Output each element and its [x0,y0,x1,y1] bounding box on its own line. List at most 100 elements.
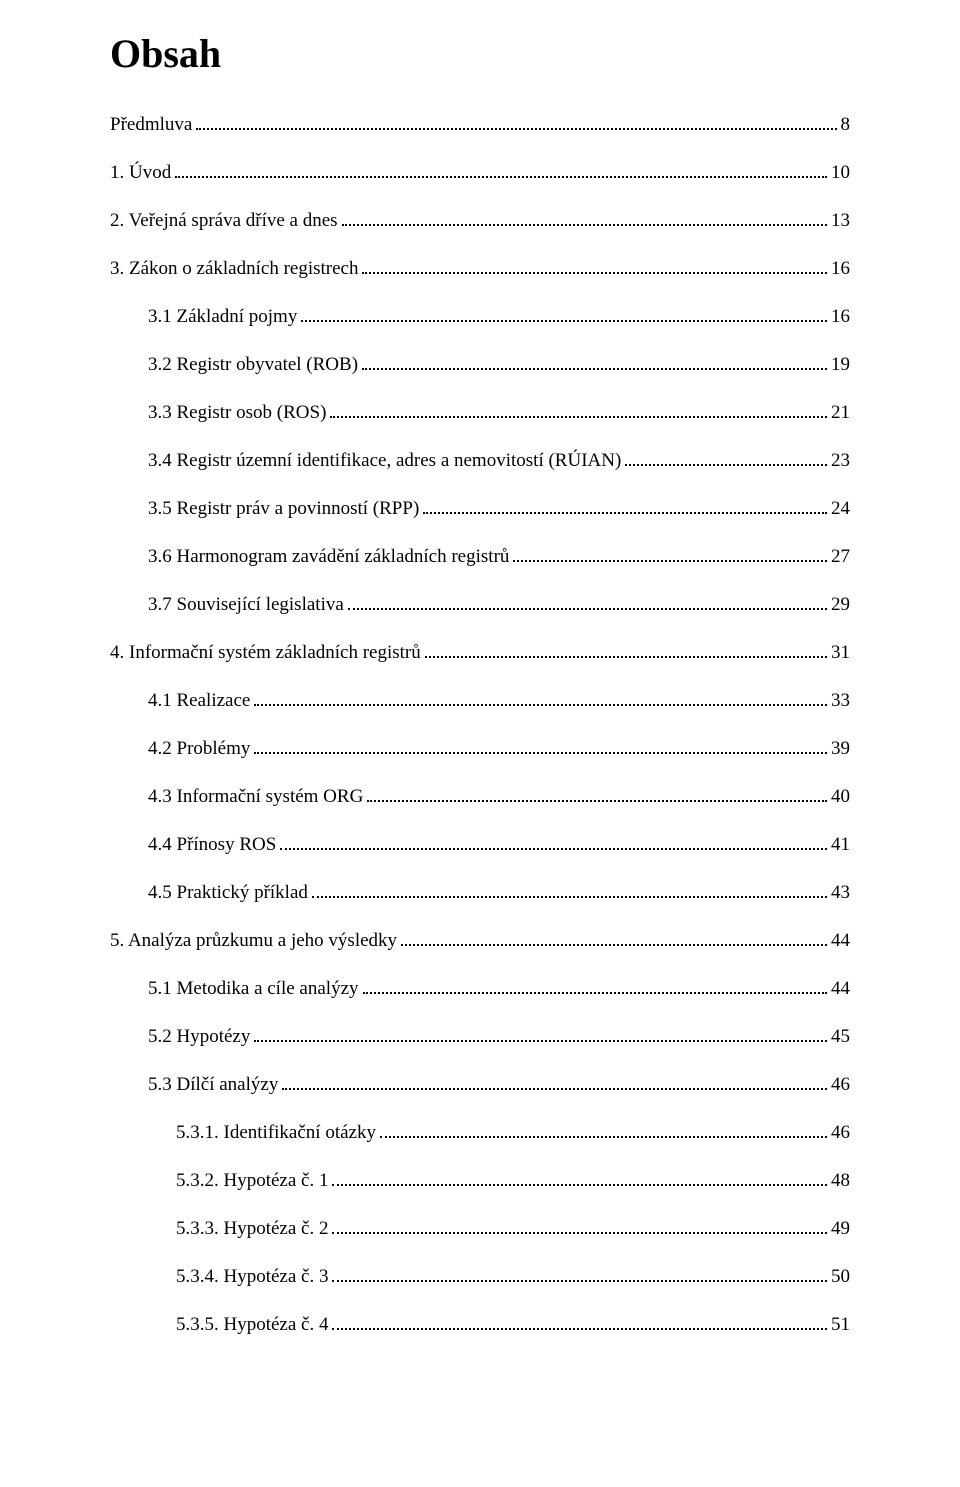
toc-entry: 4.5 Praktický příklad 43 [110,883,850,902]
toc-entry-page: 45 [831,1027,850,1046]
toc-entry-page: 43 [831,883,850,902]
toc-entry: 3. Zákon o základních registrech 16 [110,259,850,278]
toc-leader-dots [332,1280,827,1282]
toc-entry: 5.3.1. Identifikační otázky 46 [110,1123,850,1142]
toc-entry-page: 46 [831,1075,850,1094]
toc-entry-page: 40 [831,787,850,806]
toc-leader-dots [301,320,827,322]
toc-entry: 1. Úvod 10 [110,163,850,182]
toc-entry-label: 3.5 Registr práv a povinností (RPP) [148,499,419,518]
toc-entry-page: 10 [831,163,850,182]
toc-entry-label: 5.3.4. Hypotéza č. 3 [176,1267,328,1286]
toc-entry-page: 49 [831,1219,850,1238]
toc-entry: 5.3.3. Hypotéza č. 2 49 [110,1219,850,1238]
toc-leader-dots [423,512,827,514]
toc-entry-page: 33 [831,691,850,710]
toc-entry-page: 29 [831,595,850,614]
toc-entry-label: 3.3 Registr osob (ROS) [148,403,326,422]
toc-leader-dots [175,176,827,178]
toc-leader-dots [330,416,827,418]
toc-entry-label: 1. Úvod [110,163,171,182]
toc-entry-page: 51 [831,1315,850,1334]
toc-entry: 5. Analýza průzkumu a jeho výsledky44 [110,931,850,950]
toc-leader-dots [348,608,827,610]
toc-entry-page: 13 [831,211,850,230]
toc-entry-page: 24 [831,499,850,518]
toc-entry: 3.3 Registr osob (ROS) 21 [110,403,850,422]
toc-leader-dots [625,464,827,466]
toc-entry-page: 44 [831,979,850,998]
toc-leader-dots [332,1184,827,1186]
toc-entry: 4.2 Problémy 39 [110,739,850,758]
toc-entry-page: 50 [831,1267,850,1286]
toc-entry: 3.5 Registr práv a povinností (RPP) 24 [110,499,850,518]
toc-entry-label: 3. Zákon o základních registrech [110,259,358,278]
toc-entry-label: 5.3.3. Hypotéza č. 2 [176,1219,328,1238]
toc-entry-label: 5.3.2. Hypotéza č. 1 [176,1171,328,1190]
toc-entry-label: 3.6 Harmonogram zavádění základních regi… [148,547,509,566]
toc-entry: 4. Informační systém základních registrů… [110,643,850,662]
toc-entry-page: 23 [831,451,850,470]
toc-entry: 4.3 Informační systém ORG 40 [110,787,850,806]
toc-entry-label: 2. Veřejná správa dříve a dnes [110,211,338,230]
toc-entry-label: 4.4 Přínosy ROS [148,835,276,854]
toc-entry-page: 27 [831,547,850,566]
toc-entry-page: 41 [831,835,850,854]
toc-entry-page: 19 [831,355,850,374]
toc-leader-dots [425,656,827,658]
toc-leader-dots [254,1040,827,1042]
toc-entry-label: 3.1 Základní pojmy [148,307,297,326]
toc-entry-label: 3.4 Registr územní identifikace, adres a… [148,451,621,470]
toc-entry-label: 3.2 Registr obyvatel (ROB) [148,355,358,374]
toc-entry-label: 3.7 Související legislativa [148,595,344,614]
toc-leader-dots [401,944,827,946]
toc-entry-page: 16 [831,307,850,326]
toc-entry-page: 16 [831,259,850,278]
toc-entry: 4.4 Přínosy ROS 41 [110,835,850,854]
toc-entry: 5.3 Dílčí analýzy 46 [110,1075,850,1094]
toc-entry-label: 4. Informační systém základních registrů [110,643,421,662]
toc-entry-label: 4.5 Praktický příklad [148,883,308,902]
toc-entry: 5.2 Hypotézy 45 [110,1027,850,1046]
toc-leader-dots [254,704,827,706]
toc-entry-label: 4.1 Realizace [148,691,250,710]
toc-entry-page: 46 [831,1123,850,1142]
toc-leader-dots [513,560,827,562]
toc-leader-dots [332,1328,827,1330]
toc-entry-label: 5.3.5. Hypotéza č. 4 [176,1315,328,1334]
toc-entry: 3.6 Harmonogram zavádění základních regi… [110,547,850,566]
toc-entry-label: Předmluva [110,115,192,134]
toc-leader-dots [342,224,827,226]
toc-entry: 4.1 Realizace 33 [110,691,850,710]
toc-entry: 3.1 Základní pojmy 16 [110,307,850,326]
toc-entry-page: 48 [831,1171,850,1190]
toc-entry-page: 31 [831,643,850,662]
toc-leader-dots [254,752,827,754]
toc-entry: 3.4 Registr územní identifikace, adres a… [110,451,850,470]
toc-entry-page: 8 [841,115,851,134]
toc-entry-page: 39 [831,739,850,758]
toc-entry: 5.3.5. Hypotéza č. 4 51 [110,1315,850,1334]
toc-entry-label: 5.3 Dílčí analýzy [148,1075,278,1094]
toc-entry: 3.2 Registr obyvatel (ROB) 19 [110,355,850,374]
toc-leader-dots [282,1088,827,1090]
toc-leader-dots [196,128,836,130]
toc-entry: 5.3.2. Hypotéza č. 1 48 [110,1171,850,1190]
toc-entry-label: 4.3 Informační systém ORG [148,787,363,806]
toc-leader-dots [362,368,827,370]
toc-leader-dots [362,272,827,274]
toc-leader-dots [367,800,827,802]
toc-leader-dots [280,848,827,850]
toc-entry: 5.3.4. Hypotéza č. 3 50 [110,1267,850,1286]
toc-entry-label: 5.3.1. Identifikační otázky [176,1123,376,1142]
toc-leader-dots [363,992,827,994]
toc-entry-label: 4.2 Problémy [148,739,250,758]
toc-entry: 2. Veřejná správa dříve a dnes 13 [110,211,850,230]
toc-entry-label: 5.2 Hypotézy [148,1027,250,1046]
toc-list: Předmluva 8 1. Úvod 10 2. Veřejná správa dří… [110,115,850,1334]
toc-entry: Předmluva 8 [110,115,850,134]
toc-entry-page: 44 [831,931,850,950]
toc-leader-dots [380,1136,827,1138]
toc-entry-page: 21 [831,403,850,422]
toc-title: Obsah [110,30,850,77]
